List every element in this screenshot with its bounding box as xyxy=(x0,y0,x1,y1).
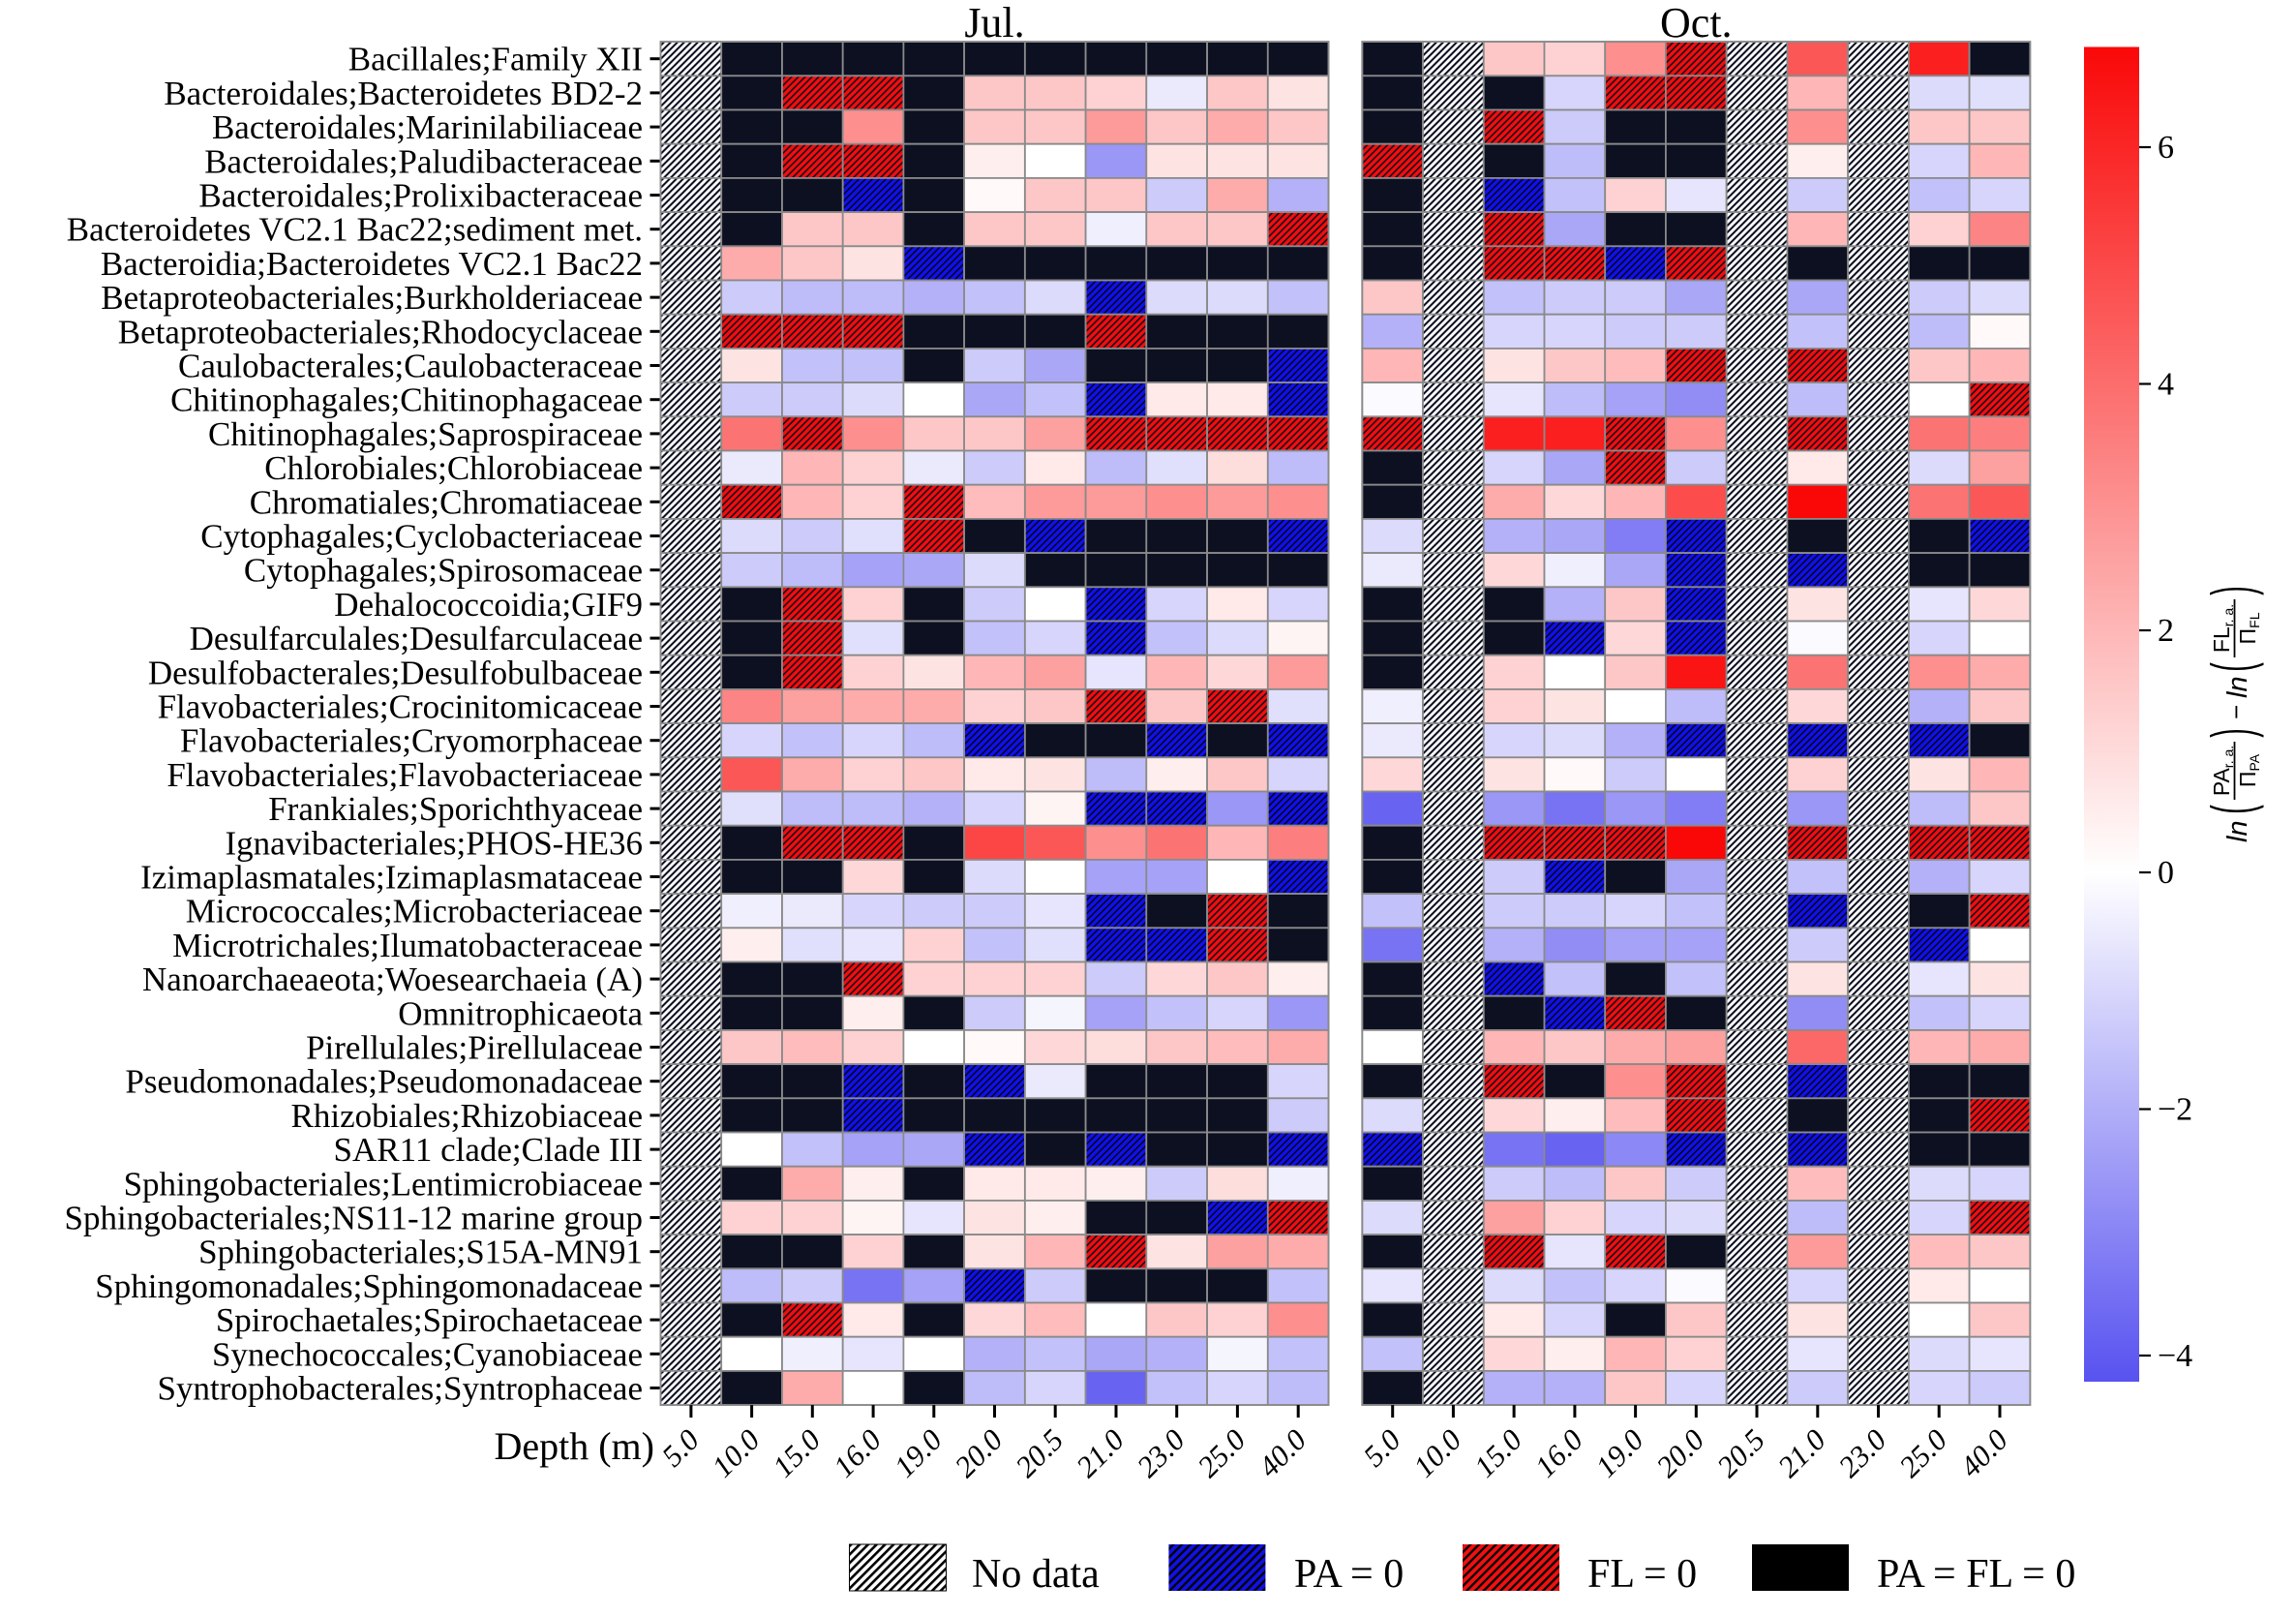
svg-text:40.0: 40.0 xyxy=(1252,1422,1313,1483)
svg-text:): ) xyxy=(2199,728,2263,738)
svg-text:4: 4 xyxy=(2158,367,2174,403)
svg-text:25.0: 25.0 xyxy=(1892,1422,1953,1483)
svg-text:20.0: 20.0 xyxy=(948,1422,1009,1483)
svg-text:Ignavibacteriales;PHOS-HE36: Ignavibacteriales;PHOS-HE36 xyxy=(225,824,643,862)
svg-text:Cytophagales;Spirosomaceae: Cytophagales;Spirosomaceae xyxy=(244,552,643,590)
svg-text:0: 0 xyxy=(2158,855,2174,891)
svg-text:FL = 0: FL = 0 xyxy=(1587,1552,1697,1597)
svg-text:10.0: 10.0 xyxy=(1406,1422,1467,1483)
svg-text:Microtrichales;Ilumatobacterac: Microtrichales;Ilumatobacteraceae xyxy=(172,927,643,964)
svg-text:Rhizobiales;Rhizobiaceae: Rhizobiales;Rhizobiaceae xyxy=(291,1097,643,1135)
svg-text:23.0: 23.0 xyxy=(1831,1422,1892,1483)
svg-text:PA = 0: PA = 0 xyxy=(1294,1552,1404,1597)
svg-text:Chromatiales;Chromatiaceae: Chromatiales;Chromatiaceae xyxy=(250,483,643,521)
svg-text:Syntrophobacterales;Syntrophac: Syntrophobacterales;Syntrophaceae xyxy=(158,1370,643,1408)
svg-text:Caulobacterales;Caulobacterace: Caulobacterales;Caulobacteraceae xyxy=(178,348,643,385)
svg-text:ΠPA: ΠPA xyxy=(2235,753,2262,787)
svg-text:Cytophagales;Cyclobacteriaceae: Cytophagales;Cyclobacteriaceae xyxy=(200,518,643,556)
svg-text:ln: ln xyxy=(2222,820,2253,842)
svg-text:(: ( xyxy=(2199,662,2263,672)
svg-text:Spirochaetales;Spirochaetaceae: Spirochaetales;Spirochaetaceae xyxy=(216,1301,643,1339)
svg-text:Bacteroidales;Paludibacteracea: Bacteroidales;Paludibacteraceae xyxy=(204,142,643,180)
svg-text:Chitinophagales;Chitinophagace: Chitinophagales;Chitinophagaceae xyxy=(170,381,643,419)
svg-text:SAR11 clade;Clade III: SAR11 clade;Clade III xyxy=(334,1131,643,1169)
svg-text:Flavobacteriales;Cryomorphacea: Flavobacteriales;Cryomorphaceae xyxy=(180,722,643,760)
svg-text:Nanoarchaeaeota;Woesearchaeia: Nanoarchaeaeota;Woesearchaeia (A) xyxy=(142,960,643,998)
svg-text:Depth (m): Depth (m) xyxy=(494,1424,654,1468)
svg-text:19.0: 19.0 xyxy=(1588,1422,1649,1483)
svg-text:40.0: 40.0 xyxy=(1953,1422,2014,1483)
svg-text:Synechococcales;Cyanobiaceae: Synechococcales;Cyanobiaceae xyxy=(212,1335,643,1373)
svg-text:15.0: 15.0 xyxy=(1467,1422,1528,1483)
svg-text:Sphingomonadales;Sphingomonada: Sphingomonadales;Sphingomonadaceae xyxy=(95,1267,643,1305)
svg-text:10.0: 10.0 xyxy=(705,1422,766,1483)
svg-text:ln: ln xyxy=(2222,676,2253,698)
svg-text:Flavobacteriales;Flavobacteria: Flavobacteriales;Flavobacteriaceae xyxy=(166,756,643,794)
svg-text:Bacteroidia;Bacteroidetes VC2.: Bacteroidia;Bacteroidetes VC2.1 Bac22 xyxy=(101,245,643,283)
svg-text:Bacteroidales;Bacteroidetes BD: Bacteroidales;Bacteroidetes BD2-2 xyxy=(164,75,643,112)
svg-text:5.0: 5.0 xyxy=(1357,1422,1408,1474)
svg-text:Frankiales;Sporichthyaceae: Frankiales;Sporichthyaceae xyxy=(268,790,643,828)
svg-text:Chitinophagales;Saprospiraceae: Chitinophagales;Saprospiraceae xyxy=(208,415,643,453)
svg-text:Pseudomonadales;Pseudomonadace: Pseudomonadales;Pseudomonadaceae xyxy=(125,1063,643,1101)
svg-text:(: ( xyxy=(2199,805,2263,814)
svg-text:21.0: 21.0 xyxy=(1070,1422,1131,1483)
svg-text:5.0: 5.0 xyxy=(655,1422,707,1474)
svg-text:): ) xyxy=(2199,586,2263,595)
svg-text:20.5: 20.5 xyxy=(1710,1422,1771,1483)
svg-text:Sphingobacteriales;S15A-MN91: Sphingobacteriales;S15A-MN91 xyxy=(198,1234,643,1271)
svg-text:Pirellulales;Pirellulaceae: Pirellulales;Pirellulaceae xyxy=(306,1029,643,1067)
svg-text:−: − xyxy=(2221,705,2251,719)
svg-text:Bacteroidetes VC2.1 Bac22;sedi: Bacteroidetes VC2.1 Bac22;sediment met. xyxy=(67,211,643,249)
svg-text:19.0: 19.0 xyxy=(888,1422,949,1483)
svg-text:Flavobacteriales;Crocinitomica: Flavobacteriales;Crocinitomicaceae xyxy=(158,688,643,726)
svg-text:PAr. a.: PAr. a. xyxy=(2209,746,2236,796)
svg-text:23.0: 23.0 xyxy=(1131,1422,1192,1483)
svg-text:Desulfobacterales;Desulfobulba: Desulfobacterales;Desulfobulbaceae xyxy=(148,654,643,691)
svg-text:6: 6 xyxy=(2158,130,2174,166)
svg-text:Desulfarculales;Desulfarculace: Desulfarculales;Desulfarculaceae xyxy=(190,620,643,657)
svg-text:16.0: 16.0 xyxy=(1528,1422,1589,1483)
svg-text:Betaproteobacteriales;Rhodocyc: Betaproteobacteriales;Rhodocyclaceae xyxy=(118,313,643,351)
svg-text:21.0: 21.0 xyxy=(1771,1422,1832,1483)
svg-text:15.0: 15.0 xyxy=(766,1422,827,1483)
svg-text:−2: −2 xyxy=(2158,1092,2192,1128)
svg-text:20.0: 20.0 xyxy=(1649,1422,1710,1483)
svg-text:2: 2 xyxy=(2158,613,2174,649)
svg-text:Omnitrophicaeota: Omnitrophicaeota xyxy=(398,994,643,1032)
svg-text:Oct.: Oct. xyxy=(1660,0,1733,46)
svg-text:Betaproteobacteriales;Burkhold: Betaproteobacteriales;Burkholderiaceae xyxy=(101,279,643,317)
svg-text:Bacillales;Family XII: Bacillales;Family XII xyxy=(348,41,643,78)
svg-text:PA = FL = 0: PA = FL = 0 xyxy=(1877,1552,2075,1597)
svg-text:Bacteroidales;Marinilabiliacea: Bacteroidales;Marinilabiliaceae xyxy=(212,108,643,146)
svg-text:Dehalococcoidia;GIF9: Dehalococcoidia;GIF9 xyxy=(334,586,643,624)
svg-text:Micrococcales;Microbacteriacea: Micrococcales;Microbacteriaceae xyxy=(186,893,643,930)
svg-text:No data: No data xyxy=(972,1552,1100,1597)
svg-text:−4: −4 xyxy=(2158,1338,2192,1374)
svg-text:Sphingobacteriales;Lentimicrob: Sphingobacteriales;Lentimicrobiaceae xyxy=(124,1165,643,1203)
svg-text:20.5: 20.5 xyxy=(1009,1422,1070,1483)
svg-text:Izimaplasmatales;Izimaplasmata: Izimaplasmatales;Izimaplasmataceae xyxy=(140,859,643,897)
svg-text:FLr. a.: FLr. a. xyxy=(2209,604,2236,653)
svg-text:Bacteroidales;Prolixibacterace: Bacteroidales;Prolixibacteraceae xyxy=(198,177,643,215)
svg-text:25.0: 25.0 xyxy=(1191,1422,1252,1483)
svg-text:16.0: 16.0 xyxy=(827,1422,888,1483)
svg-text:Jul.: Jul. xyxy=(964,0,1024,46)
svg-text:Chlorobiales;Chlorobiaceae: Chlorobiales;Chlorobiaceae xyxy=(264,449,643,487)
svg-text:Sphingobacteriales;NS11-12 mar: Sphingobacteriales;NS11-12 marine group xyxy=(65,1200,643,1237)
svg-text:ΠFL: ΠFL xyxy=(2235,612,2262,644)
